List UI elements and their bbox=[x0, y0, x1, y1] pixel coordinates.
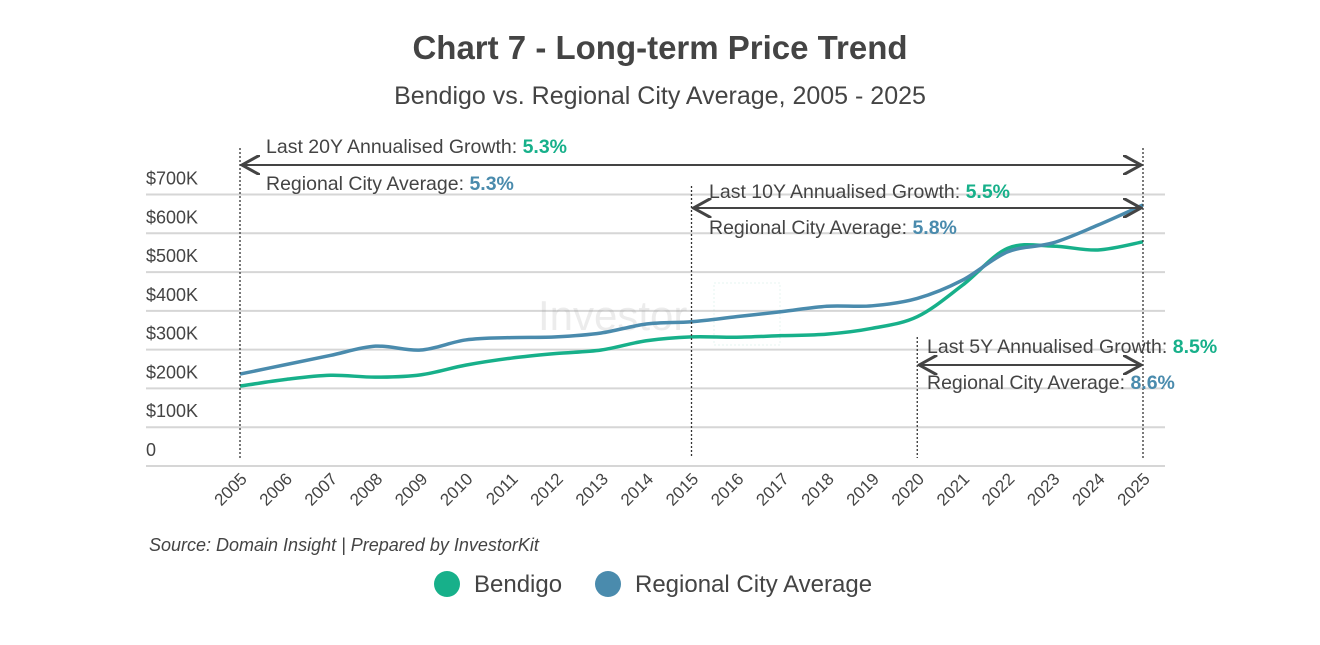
y-tick-label: $200K bbox=[146, 362, 198, 382]
x-tick-label: 2018 bbox=[798, 469, 838, 509]
annotation-average: Regional City Average: 5.3% bbox=[266, 173, 514, 195]
x-tick-label: 2006 bbox=[256, 469, 296, 509]
y-tick-label: 0 bbox=[146, 440, 156, 460]
annotation-growth-value: 5.5% bbox=[966, 181, 1010, 203]
legend: Bendigo Regional City Average bbox=[434, 571, 872, 598]
x-tick-label: 2007 bbox=[301, 469, 341, 509]
annotation-growth-label: Last 5Y Annualised Growth: bbox=[927, 336, 1173, 358]
x-axis-ticks: 2005 2006 2007 2008 2009 2010 2011 2012 2013 2014… bbox=[211, 469, 1154, 509]
legend-label-regional: Regional City Average bbox=[635, 571, 872, 598]
y-tick-label: $300K bbox=[146, 324, 198, 344]
x-tick-label: 2023 bbox=[1023, 469, 1063, 509]
y-axis-ticks: 0 $100K $200K $300K $400K $500K $600K $700K bbox=[146, 169, 198, 461]
annotation-growth-value: 5.3% bbox=[523, 136, 567, 158]
annotation-average-label: Regional City Average: bbox=[266, 173, 469, 195]
annotation-average-value: 5.8% bbox=[912, 217, 956, 239]
x-tick-label: 2011 bbox=[482, 469, 521, 508]
chart-title: Chart 7 - Long-term Price Trend bbox=[412, 29, 907, 66]
annotation-growth: Last 20Y Annualised Growth: 5.3% bbox=[266, 136, 567, 158]
annotation-growth: Last 5Y Annualised Growth: 8.5% bbox=[927, 336, 1217, 358]
x-tick-label: 2014 bbox=[617, 469, 657, 509]
x-tick-label: 2010 bbox=[436, 469, 476, 509]
x-tick-label: 2005 bbox=[211, 469, 251, 509]
y-tick-label: $400K bbox=[146, 285, 198, 305]
x-tick-label: 2024 bbox=[1068, 469, 1108, 509]
legend-item-regional[interactable]: Regional City Average bbox=[595, 571, 872, 598]
y-tick-label: $100K bbox=[146, 401, 198, 421]
x-tick-label: 2022 bbox=[978, 469, 1018, 509]
x-tick-label: 2017 bbox=[752, 469, 792, 509]
x-tick-label: 2008 bbox=[346, 469, 386, 509]
annotation-average: Regional City Average: 5.8% bbox=[709, 217, 957, 239]
x-tick-label: 2021 bbox=[933, 469, 973, 509]
x-tick-label: 2025 bbox=[1114, 469, 1154, 509]
legend-item-bendigo[interactable]: Bendigo bbox=[434, 571, 562, 598]
annotation-average-value: 8.6% bbox=[1130, 372, 1174, 394]
legend-swatch-regional bbox=[595, 571, 621, 597]
x-tick-label: 2020 bbox=[888, 469, 928, 509]
x-tick-label: 2015 bbox=[662, 469, 702, 509]
annotation-growth-label: Last 20Y Annualised Growth: bbox=[266, 136, 523, 158]
x-tick-label: 2019 bbox=[843, 469, 883, 509]
legend-label-bendigo: Bendigo bbox=[474, 571, 562, 598]
chart-subtitle: Bendigo vs. Regional City Average, 2005 … bbox=[394, 82, 926, 110]
series-line-regional bbox=[239, 203, 1144, 376]
y-tick-label: $600K bbox=[146, 207, 198, 227]
source-note: Source: Domain Insight | Prepared by Inv… bbox=[149, 535, 540, 555]
x-tick-label: 2012 bbox=[527, 469, 567, 509]
annotation-average-label: Regional City Average: bbox=[709, 217, 912, 239]
x-tick-label: 2009 bbox=[391, 469, 431, 509]
legend-swatch-bendigo bbox=[434, 571, 460, 597]
annotation-average-value: 5.3% bbox=[469, 173, 513, 195]
gridlines bbox=[146, 193, 1165, 467]
series-lines bbox=[239, 203, 1144, 388]
series-line-bendigo bbox=[239, 240, 1144, 388]
growth-annotations: Last 20Y Annualised Growth: 5.3%Regional… bbox=[239, 136, 1217, 458]
annotation-growth-label: Last 10Y Annualised Growth: bbox=[709, 181, 966, 203]
annotation-growth-value: 8.5% bbox=[1173, 336, 1217, 358]
x-tick-label: 2016 bbox=[707, 469, 747, 509]
annotation-average-label: Regional City Average: bbox=[927, 372, 1130, 394]
x-tick-label: 2013 bbox=[572, 469, 612, 509]
annotation-growth: Last 10Y Annualised Growth: 5.5% bbox=[709, 181, 1010, 203]
y-tick-label: $700K bbox=[146, 169, 198, 189]
annotation-average: Regional City Average: 8.6% bbox=[927, 372, 1175, 394]
watermark-box bbox=[713, 282, 781, 346]
y-tick-label: $500K bbox=[146, 246, 198, 266]
